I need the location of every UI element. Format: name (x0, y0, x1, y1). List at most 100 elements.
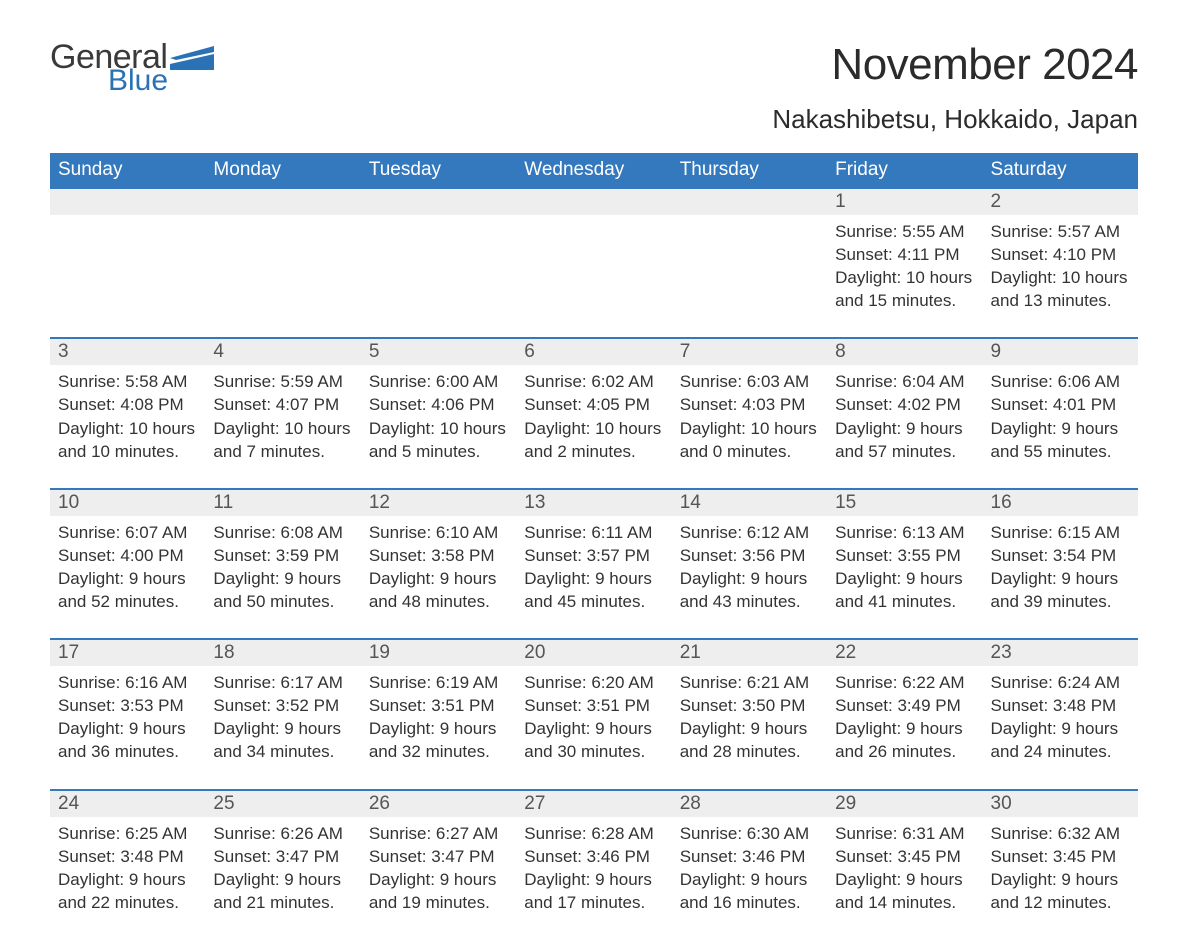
daylight-text: Daylight: 9 hours (680, 718, 819, 740)
sunrise-text: Sunrise: 6:02 AM (524, 371, 663, 393)
day-number-cell: 19 (361, 639, 516, 666)
daylight-text: Daylight: 9 hours (524, 718, 663, 740)
weekday-header-row: Sunday Monday Tuesday Wednesday Thursday… (50, 153, 1138, 188)
sunrise-text: Sunrise: 6:15 AM (991, 522, 1130, 544)
sunset-text: Sunset: 3:47 PM (213, 846, 352, 868)
daylight-text: and 28 minutes. (680, 741, 819, 763)
day-number: 18 (213, 642, 234, 663)
daylight-text: Daylight: 10 hours (991, 267, 1130, 289)
day-number: 30 (991, 793, 1012, 814)
sunrise-text: Sunrise: 6:10 AM (369, 522, 508, 544)
daylight-text: and 55 minutes. (991, 441, 1130, 463)
day-number-cell: 14 (672, 489, 827, 516)
sunset-text: Sunset: 3:50 PM (680, 695, 819, 717)
daylight-text: and 0 minutes. (680, 441, 819, 463)
daylight-text: Daylight: 9 hours (991, 869, 1130, 891)
sunset-text: Sunset: 3:49 PM (835, 695, 974, 717)
calendar-table: Sunday Monday Tuesday Wednesday Thursday… (50, 153, 1138, 939)
daylight-text: and 39 minutes. (991, 591, 1130, 613)
weekday-header: Saturday (983, 153, 1138, 188)
sunrise-text: Sunrise: 5:55 AM (835, 221, 974, 243)
daylight-text: Daylight: 9 hours (991, 418, 1130, 440)
day-body-cell: Sunrise: 6:12 AMSunset: 3:56 PMDaylight:… (672, 516, 827, 639)
day-number-cell: 30 (983, 790, 1138, 817)
sunset-text: Sunset: 4:06 PM (369, 394, 508, 416)
logo: General Blue (50, 40, 214, 96)
day-number-cell (672, 188, 827, 215)
daylight-text: and 16 minutes. (680, 892, 819, 914)
day-number: 12 (369, 492, 390, 513)
sunrise-text: Sunrise: 5:58 AM (58, 371, 197, 393)
daylight-text: Daylight: 10 hours (213, 418, 352, 440)
daylight-text: and 50 minutes. (213, 591, 352, 613)
day-number: 4 (213, 341, 224, 362)
daylight-text: Daylight: 10 hours (835, 267, 974, 289)
daylight-text: Daylight: 9 hours (213, 869, 352, 891)
daylight-text: Daylight: 9 hours (213, 718, 352, 740)
day-number: 15 (835, 492, 856, 513)
daylight-text: and 17 minutes. (524, 892, 663, 914)
day-body-cell: Sunrise: 6:04 AMSunset: 4:02 PMDaylight:… (827, 365, 982, 488)
day-number: 27 (524, 793, 545, 814)
day-number: 23 (991, 642, 1012, 663)
day-number-cell: 2 (983, 188, 1138, 215)
day-number: 5 (369, 341, 380, 362)
day-body-cell: Sunrise: 6:08 AMSunset: 3:59 PMDaylight:… (205, 516, 360, 639)
day-body-cell: Sunrise: 6:07 AMSunset: 4:00 PMDaylight:… (50, 516, 205, 639)
day-number-cell: 18 (205, 639, 360, 666)
sunset-text: Sunset: 3:46 PM (524, 846, 663, 868)
day-body-cell: Sunrise: 6:02 AMSunset: 4:05 PMDaylight:… (516, 365, 671, 488)
sunset-text: Sunset: 4:03 PM (680, 394, 819, 416)
day-number: 22 (835, 642, 856, 663)
day-number: 29 (835, 793, 856, 814)
day-number: 24 (58, 793, 79, 814)
day-body-cell: Sunrise: 5:55 AMSunset: 4:11 PMDaylight:… (827, 215, 982, 338)
daylight-text: Daylight: 9 hours (524, 568, 663, 590)
daylight-text: and 22 minutes. (58, 892, 197, 914)
day-body-cell: Sunrise: 6:00 AMSunset: 4:06 PMDaylight:… (361, 365, 516, 488)
day-number-row: 17181920212223 (50, 639, 1138, 666)
sunset-text: Sunset: 3:47 PM (369, 846, 508, 868)
sunset-text: Sunset: 4:11 PM (835, 244, 974, 266)
day-body-row: Sunrise: 5:58 AMSunset: 4:08 PM Daylight:… (50, 365, 1138, 488)
sunset-text: Sunset: 4:08 PM (58, 394, 197, 416)
day-number-cell: 16 (983, 489, 1138, 516)
day-body-cell: Sunrise: 6:30 AMSunset: 3:46 PMDaylight:… (672, 817, 827, 939)
day-number: 21 (680, 642, 701, 663)
day-number-cell: 28 (672, 790, 827, 817)
day-number-row: 24252627282930 (50, 790, 1138, 817)
sunrise-text: Sunrise: 6:20 AM (524, 672, 663, 694)
day-body-cell: Sunrise: 6:27 AMSunset: 3:47 PMDaylight:… (361, 817, 516, 939)
daylight-text: Daylight: 10 hours (524, 418, 663, 440)
day-number: 9 (991, 341, 1002, 362)
sunrise-text: Sunrise: 6:06 AM (991, 371, 1130, 393)
daylight-text: Daylight: 9 hours (680, 568, 819, 590)
day-number-cell: 27 (516, 790, 671, 817)
day-number: 3 (58, 341, 69, 362)
weekday-header: Wednesday (516, 153, 671, 188)
sunset-text: Sunset: 4:02 PM (835, 394, 974, 416)
weekday-header: Thursday (672, 153, 827, 188)
day-body-cell: Sunrise: 6:32 AMSunset: 3:45 PMDaylight:… (983, 817, 1138, 939)
day-body-cell: Sunrise: 6:13 AMSunset: 3:55 PMDaylight:… (827, 516, 982, 639)
daylight-text: Daylight: 9 hours (991, 568, 1130, 590)
weekday-header: Monday (205, 153, 360, 188)
day-number: 16 (991, 492, 1012, 513)
sunrise-text: Sunrise: 6:31 AM (835, 823, 974, 845)
daylight-text: and 41 minutes. (835, 591, 974, 613)
day-body-cell: Sunrise: 6:31 AMSunset: 3:45 PMDaylight:… (827, 817, 982, 939)
day-body-cell (50, 215, 205, 338)
day-body-cell: Sunrise: 6:19 AMSunset: 3:51 PMDaylight:… (361, 666, 516, 789)
flag-icon (170, 46, 214, 70)
sunrise-text: Sunrise: 5:59 AM (213, 371, 352, 393)
day-body-cell: Sunrise: 6:21 AMSunset: 3:50 PMDaylight:… (672, 666, 827, 789)
day-number-cell: 25 (205, 790, 360, 817)
calendar-body: 12Sunrise: 5:55 AMSunset: 4:11 PMDayligh… (50, 188, 1138, 939)
daylight-text: and 43 minutes. (680, 591, 819, 613)
sunset-text: Sunset: 3:45 PM (835, 846, 974, 868)
daylight-text: and 14 minutes. (835, 892, 974, 914)
day-number-cell: 8 (827, 338, 982, 365)
day-number: 28 (680, 793, 701, 814)
day-body-cell: Sunrise: 6:16 AMSunset: 3:53 PMDaylight:… (50, 666, 205, 789)
daylight-text: and 5 minutes. (369, 441, 508, 463)
